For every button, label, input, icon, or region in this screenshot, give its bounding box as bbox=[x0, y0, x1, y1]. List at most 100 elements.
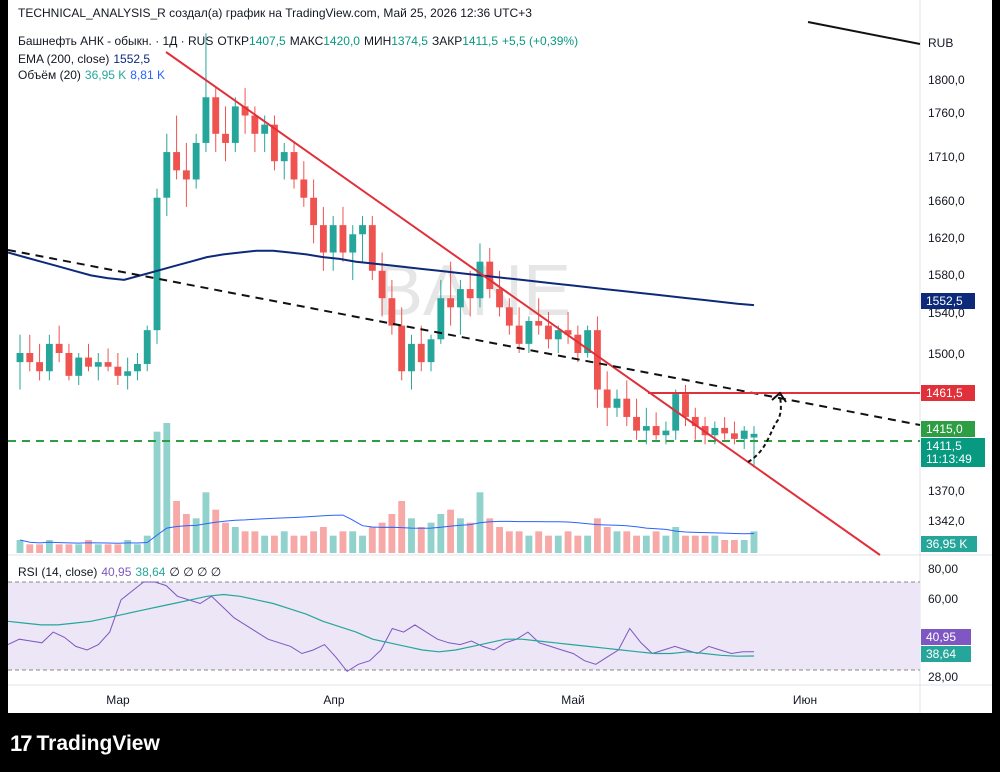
symbol-name: Башнефть АНК - обыкн. · 1Д · RUS bbox=[18, 34, 214, 48]
rsi-tick: 28,00 bbox=[928, 670, 958, 684]
chart-header: TECHNICAL_ANALYSIS_R создал(а) график на… bbox=[18, 6, 532, 20]
candle-body bbox=[662, 430, 670, 436]
time-axis[interactable]: Мар Апр Май Июн bbox=[106, 693, 817, 707]
candle-body bbox=[564, 330, 572, 335]
candle-body bbox=[319, 225, 327, 253]
candle-body bbox=[466, 289, 474, 299]
candle-body bbox=[271, 124, 278, 162]
volume-bar bbox=[682, 535, 689, 553]
candle-body bbox=[55, 343, 63, 353]
candle-body bbox=[36, 362, 43, 372]
candle-body bbox=[750, 433, 758, 438]
candle-body bbox=[280, 152, 288, 162]
candle-body bbox=[545, 325, 552, 340]
candle-body bbox=[26, 353, 34, 363]
ema-price-tag bbox=[921, 293, 975, 309]
volume-bar bbox=[456, 518, 464, 553]
dashed-trendline[interactable] bbox=[8, 249, 921, 426]
volume-value: 36,95 K bbox=[84, 68, 127, 82]
volume-bar bbox=[94, 544, 102, 553]
candle-body bbox=[408, 343, 415, 372]
volume-bar bbox=[271, 535, 278, 553]
descending-trendline[interactable] bbox=[165, 51, 881, 556]
rsi-ma-value: 38,64 bbox=[135, 565, 166, 579]
resistance-price-tag bbox=[921, 385, 975, 401]
candle-body bbox=[85, 357, 92, 367]
volume-bar bbox=[574, 535, 582, 553]
price-axis[interactable]: RUB 1800,0 1760,0 1710,0 1660,0 1620,0 1… bbox=[928, 36, 965, 684]
volume-bar bbox=[182, 514, 190, 553]
volume-bar bbox=[104, 544, 112, 553]
candle-body bbox=[349, 234, 357, 253]
volume-bar bbox=[300, 535, 308, 553]
candle-body bbox=[163, 152, 171, 198]
volume-bar bbox=[515, 531, 523, 553]
volume-legend[interactable]: Объём (20) 36,95 K 8,81 K bbox=[18, 68, 169, 82]
rsi-legend[interactable]: RSI (14, close) 40,95 38,64 ∅ ∅ ∅ ∅ bbox=[18, 565, 225, 579]
candle-body bbox=[505, 307, 513, 326]
volume-bar bbox=[124, 540, 132, 553]
open-value: 1407,5 bbox=[249, 34, 286, 48]
volume-bar bbox=[45, 540, 53, 553]
volume-bar bbox=[26, 544, 34, 553]
volume-bar bbox=[359, 535, 366, 553]
volume-bar bbox=[535, 531, 543, 553]
rsi-tick: 60,00 bbox=[928, 592, 958, 606]
volume-bar bbox=[85, 540, 92, 553]
tradingview-logo-icon: 17 bbox=[10, 731, 33, 756]
candle-body bbox=[300, 179, 308, 198]
currency-label: RUB bbox=[928, 36, 953, 50]
high-label: МАКС bbox=[289, 34, 324, 48]
price-tick: 1620,0 bbox=[928, 231, 965, 245]
candle-body bbox=[642, 426, 650, 431]
candle-body bbox=[515, 325, 523, 344]
volume-bar bbox=[613, 531, 621, 553]
candle-body bbox=[584, 330, 592, 353]
tradingview-logo[interactable]: 17 TradingView bbox=[10, 731, 160, 756]
volume-bar bbox=[192, 518, 200, 553]
volume-bar bbox=[212, 509, 220, 553]
price-chart[interactable]: BANE RUB 1800,0 1760,0 1710,0 1660,0 162… bbox=[8, 0, 992, 713]
candle-body bbox=[45, 343, 53, 372]
symbol-legend[interactable]: Башнефть АНК - обыкн. · 1Д · RUS ОТКР1407… bbox=[18, 34, 582, 48]
candle-body bbox=[427, 339, 435, 363]
volume-bar bbox=[447, 509, 455, 553]
volume-bar bbox=[388, 514, 396, 553]
volume-bar bbox=[417, 527, 425, 553]
price-tick: 1540,0 bbox=[928, 306, 965, 320]
forecast-path[interactable] bbox=[747, 394, 782, 463]
volume-bar bbox=[437, 514, 445, 553]
rsi-label: RSI (14, close) bbox=[18, 565, 98, 579]
volume-bar bbox=[349, 531, 357, 553]
rsi-price-tag-text: 40,95 bbox=[926, 630, 956, 644]
candle-body bbox=[104, 362, 112, 367]
rsi-ma-price-tag bbox=[921, 646, 971, 662]
support-price-tag bbox=[921, 421, 975, 437]
candle-body bbox=[368, 225, 376, 271]
candle-body bbox=[652, 426, 660, 436]
ema-line bbox=[8, 249, 755, 307]
ema-label: EMA (200, close) bbox=[18, 52, 110, 66]
volume-bar bbox=[16, 540, 24, 553]
ema-legend[interactable]: EMA (200, close) 1552,5 bbox=[18, 52, 154, 66]
volume-bar bbox=[505, 531, 513, 553]
volume-bar bbox=[65, 544, 73, 553]
open-label: ОТКР bbox=[217, 34, 250, 48]
candle-body bbox=[75, 357, 83, 376]
volume-bar bbox=[750, 531, 758, 553]
candle-body bbox=[447, 298, 455, 308]
candle-body bbox=[114, 366, 122, 376]
candle-body bbox=[388, 298, 396, 326]
candle-body bbox=[711, 427, 719, 436]
low-value: 1374,5 bbox=[391, 34, 428, 48]
price-tick: 1760,0 bbox=[928, 106, 965, 120]
time-tick: Июн bbox=[793, 693, 817, 707]
volume-bar bbox=[143, 535, 151, 553]
candle-body bbox=[134, 363, 141, 372]
volume-bar bbox=[711, 535, 719, 553]
candle-body bbox=[574, 334, 582, 353]
volume-bar bbox=[290, 535, 298, 553]
volume-bar bbox=[310, 531, 318, 553]
top-trendline[interactable] bbox=[807, 21, 921, 45]
candle-body bbox=[633, 416, 640, 431]
